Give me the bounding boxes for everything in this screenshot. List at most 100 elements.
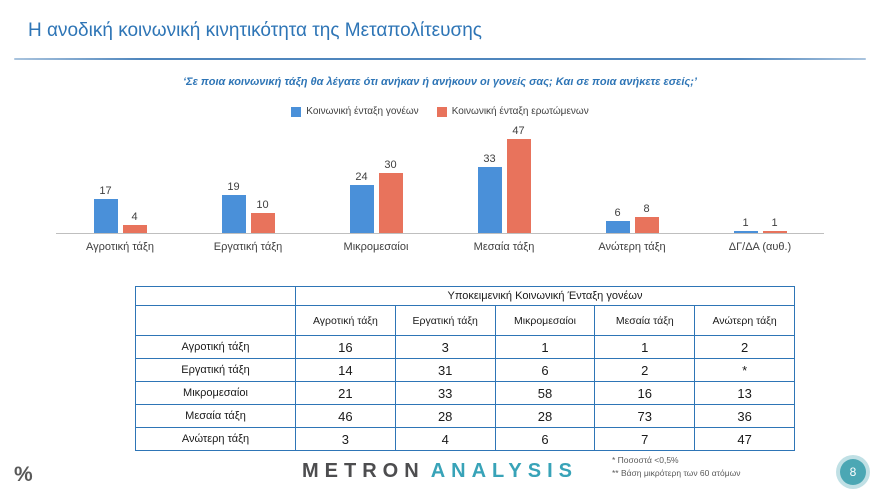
- bar-value-label: 10: [256, 199, 269, 211]
- chart-plot-area: 17 4 19 10 24 30 33 47 6 8 1 1: [56, 124, 824, 234]
- bar-value-label: 30: [384, 159, 397, 171]
- bar-value-label: 1: [742, 217, 749, 229]
- bar-with-label: 17: [93, 185, 118, 233]
- footnote-2: ** Βάση μικρότερη των 60 ατόμων: [612, 468, 741, 479]
- bar: [250, 213, 275, 233]
- table-row: Μεσαία τάξη 46 28 28 73 36: [135, 404, 795, 428]
- bar-with-label: 24: [349, 171, 374, 233]
- column-header: Μικρομεσαίοι: [494, 305, 596, 336]
- bar: [605, 221, 630, 233]
- table-value-cell: 21: [295, 381, 396, 405]
- chart-legend: Κοινωνική ένταξη γονέων Κοινωνική ένταξη …: [0, 106, 880, 117]
- legend-item: Κοινωνική ένταξη γονέων: [291, 106, 419, 117]
- crosstab-table: Υποκειμενική Κοινωνική Ένταξη γονέων Αγρο…: [135, 286, 795, 451]
- column-header: Εργατική τάξη: [394, 305, 496, 336]
- bar: [733, 231, 758, 233]
- bar-value-label: 47: [512, 125, 525, 137]
- table-value-cell: 4: [394, 427, 496, 451]
- table-value-cell: 1: [494, 335, 596, 359]
- table-value-cell: 16: [295, 335, 396, 359]
- bar-with-label: 47: [506, 125, 531, 233]
- row-header: Αγροτική τάξη: [135, 335, 296, 359]
- bar-value-label: 24: [355, 171, 368, 183]
- logo-part-analysis: ANALYSIS: [430, 460, 578, 482]
- category-label: Μικρομεσαίοι: [343, 241, 409, 253]
- legend-label: Κοινωνική ένταξη ερωτώμενων: [451, 106, 589, 117]
- row-header: Εργατική τάξη: [135, 358, 296, 382]
- table-title: Υποκειμενική Κοινωνική Ένταξη γονέων: [295, 286, 795, 306]
- chart-group: 24 30: [312, 159, 440, 233]
- column-header: Ανώτερη τάξη: [694, 305, 795, 336]
- table-value-cell: 28: [494, 404, 596, 428]
- bar-with-label: 8: [634, 203, 659, 233]
- bar-value-label: 17: [99, 185, 112, 197]
- table-corner-blank: [135, 286, 296, 306]
- table-corner-blank: [135, 305, 296, 336]
- bar: [762, 231, 787, 233]
- table-row: Ανώτερη τάξη 3 4 6 7 47: [135, 427, 795, 451]
- table-value-cell: 2: [594, 358, 696, 382]
- category-label: Εργατική τάξη: [213, 241, 283, 253]
- bar: [122, 225, 147, 233]
- bar-with-label: 19: [221, 181, 246, 233]
- bar: [506, 139, 531, 233]
- metron-analysis-logo: METRON ANALYSIS: [302, 460, 578, 483]
- table-value-cell: *: [694, 358, 795, 382]
- percent-symbol: %: [14, 463, 33, 486]
- table-value-cell: 16: [594, 381, 696, 405]
- legend-swatch: [436, 106, 447, 117]
- chart-group: 33 47: [440, 125, 568, 233]
- bar-with-label: 6: [605, 207, 630, 233]
- bar-value-label: 19: [227, 181, 240, 193]
- table-value-cell: 6: [494, 427, 596, 451]
- table-row: Μικρομεσαίοι 21 33 58 16 13: [135, 381, 795, 405]
- table-value-cell: 33: [394, 381, 496, 405]
- bar-value-label: 8: [643, 203, 650, 215]
- table-value-cell: 1: [594, 335, 696, 359]
- table-row: Εργατική τάξη 14 31 6 2 *: [135, 358, 795, 382]
- legend-label: Κοινωνική ένταξη γονέων: [306, 106, 419, 117]
- table-value-cell: 6: [494, 358, 596, 382]
- table-value-cell: 46: [295, 404, 396, 428]
- page-number-badge: 8: [840, 459, 866, 485]
- bar: [378, 173, 403, 233]
- table-value-cell: 3: [295, 427, 396, 451]
- table-value-cell: 31: [394, 358, 496, 382]
- legend-swatch: [291, 106, 302, 117]
- table-value-cell: 13: [694, 381, 795, 405]
- row-header: Ανώτερη τάξη: [135, 427, 296, 451]
- footnotes: * Ποσοστά <0,5% ** Βάση μικρότερη των 60…: [612, 454, 741, 481]
- bar: [93, 199, 118, 233]
- category-label: Μεσαία τάξη: [473, 241, 535, 253]
- table-value-cell: 3: [394, 335, 496, 359]
- bar-with-label: 10: [250, 199, 275, 233]
- footnote-1: * Ποσοστά <0,5%: [612, 454, 679, 465]
- bar-value-label: 4: [131, 211, 138, 223]
- table-value-cell: 7: [594, 427, 696, 451]
- bar-value-label: 33: [483, 153, 496, 165]
- bar: [221, 195, 246, 233]
- chart-group: 19 10: [184, 181, 312, 233]
- table-value-cell: 36: [694, 404, 795, 428]
- table-row: Αγροτική τάξη 16 3 1 1 2: [135, 335, 795, 359]
- table-value-cell: 73: [594, 404, 696, 428]
- survey-question: ‘Σε ποια κοινωνική τάξη θα λέγατε ότι αν…: [183, 76, 697, 88]
- bar-with-label: 30: [378, 159, 403, 233]
- column-header: Αγροτική τάξη: [295, 305, 396, 336]
- bar: [477, 167, 502, 233]
- logo-part-metron: METRON: [302, 460, 425, 482]
- table-value-cell: 2: [694, 335, 795, 359]
- table-value-cell: 58: [494, 381, 596, 405]
- bar-value-label: 6: [614, 207, 621, 219]
- row-header: Μεσαία τάξη: [135, 404, 296, 428]
- bar-with-label: 1: [733, 217, 758, 233]
- chart-group: 17 4: [56, 185, 184, 233]
- category-label: ΔΓ/ΔΑ (αυθ.): [728, 241, 792, 253]
- category-label: Ανώτερη τάξη: [598, 241, 666, 253]
- title-divider: [14, 58, 866, 60]
- bar-chart: 17 4 19 10 24 30 33 47 6 8 1 1 Αγροτική τάξη Εργατικ…: [56, 124, 824, 253]
- table-value-cell: 28: [394, 404, 496, 428]
